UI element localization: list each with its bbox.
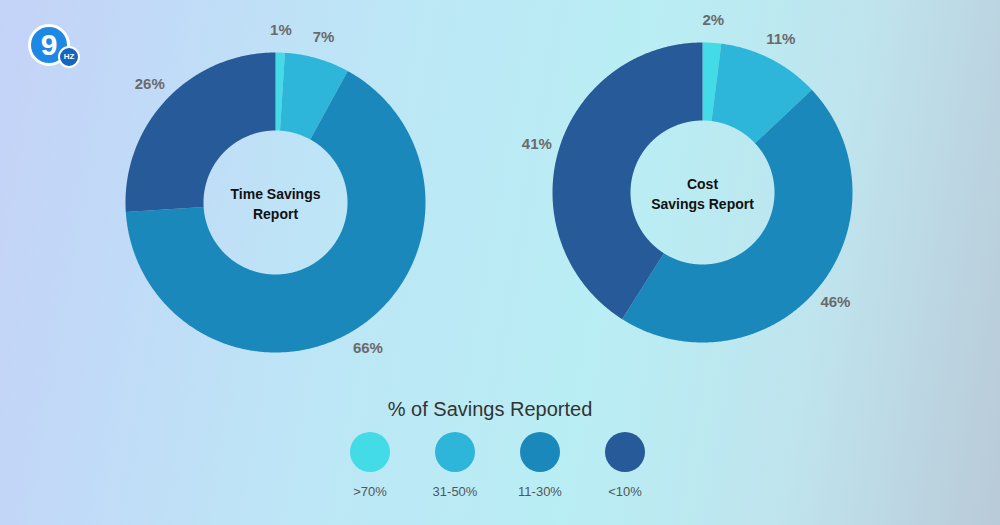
html-text:% of Savings Reported: % of Savings Reported	[387, 398, 593, 420]
html-text:31-50%: 31-50%	[432, 484, 478, 499]
html-text:>70%: >70%	[353, 484, 387, 499]
html-text:HZ: HZ	[63, 52, 75, 61]
html-text:9: 9	[40, 28, 58, 61]
svg-text:46%: 46%	[820, 293, 850, 310]
svg-text:11%: 11%	[766, 30, 795, 47]
svg-text:26%: 26%	[135, 75, 165, 92]
svg-text:7%: 7%	[313, 28, 335, 45]
svg-text:41%: 41%	[522, 135, 552, 152]
svg-text:66%: 66%	[353, 339, 383, 356]
svg-text:2%: 2%	[702, 11, 724, 28]
html-text:<10%: <10%	[608, 484, 642, 499]
svg-text:Time SavingsReport: Time SavingsReport	[230, 186, 320, 222]
svg-text:1%: 1%	[270, 21, 292, 38]
svg-text:CostSavings Report: CostSavings Report	[651, 176, 754, 212]
html-text:11-30%: 11-30%	[518, 484, 562, 499]
